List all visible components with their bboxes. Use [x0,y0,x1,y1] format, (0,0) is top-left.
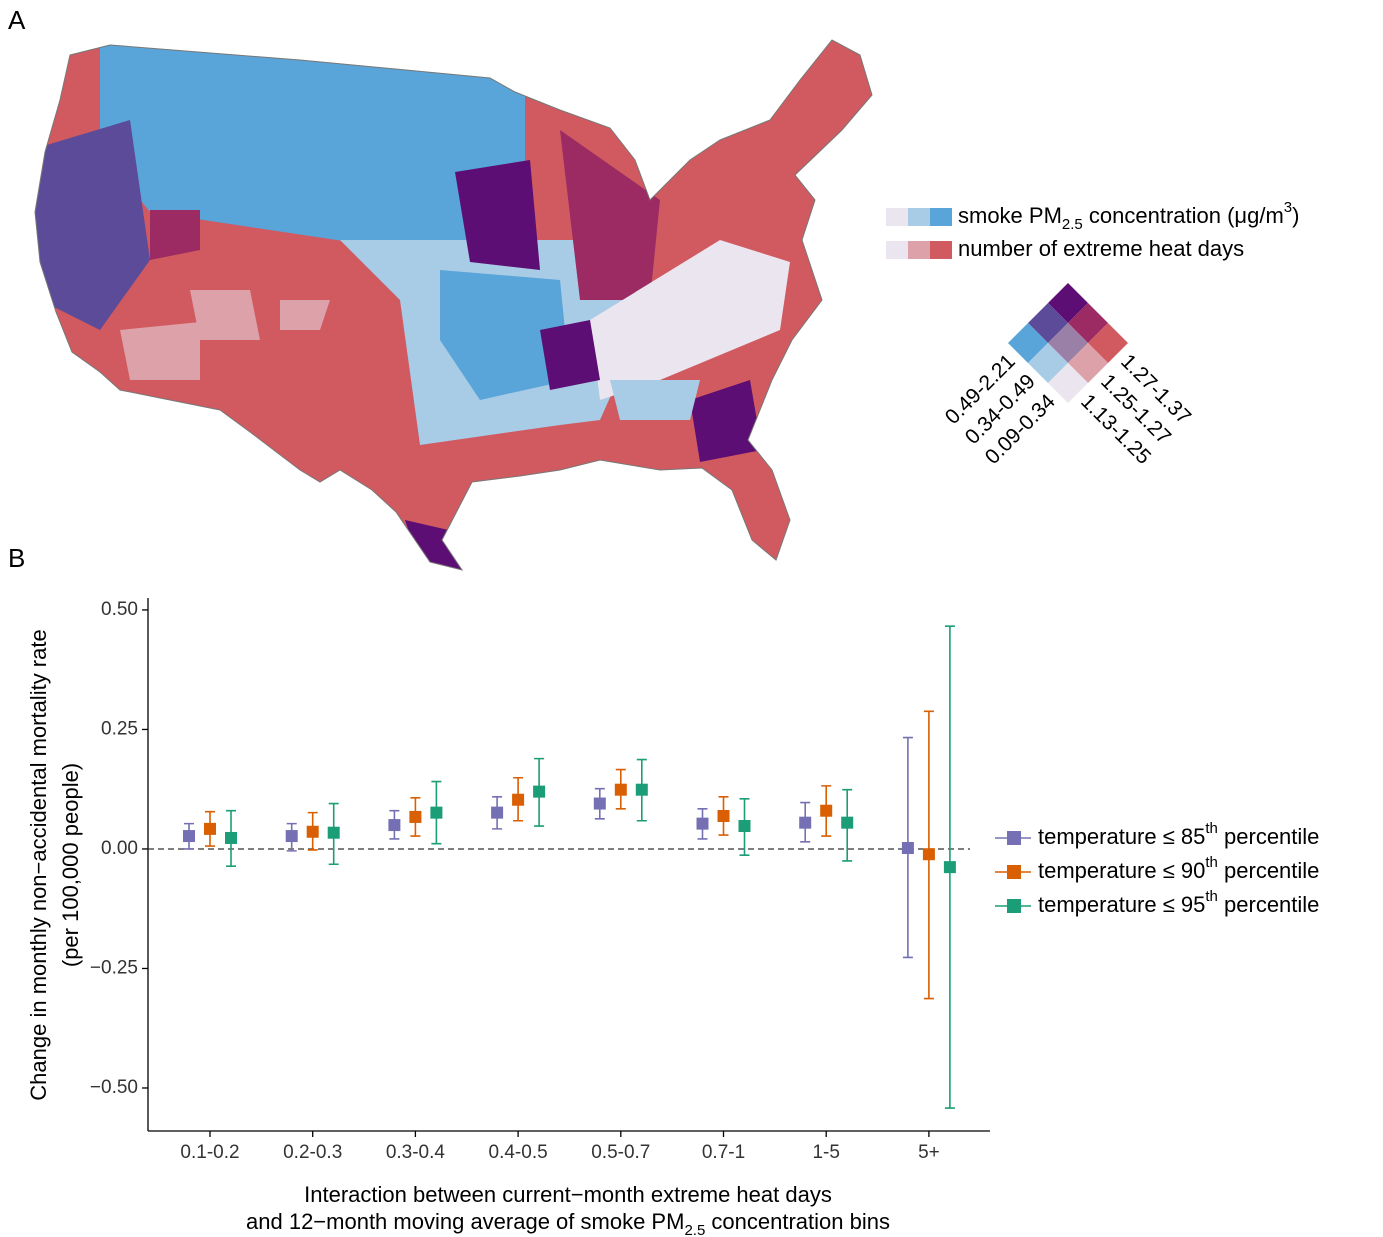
legend-swatch [930,208,952,226]
legend-label-part: temperature ≤ 95 [1038,892,1205,917]
y-tick-label: 0.25 [101,718,138,739]
legend-swatch [908,208,930,226]
x-tick-label: 0.1-0.2 [180,1142,239,1163]
x-tick-label: 0.4-0.5 [489,1142,548,1163]
point [739,820,751,832]
x-tick-label: 0.3-0.4 [386,1142,446,1163]
y-tick-label: −0.25 [90,957,138,978]
point [204,823,216,835]
point [409,811,421,823]
legend-label-part: percentile [1218,824,1320,849]
point [286,830,298,842]
point [594,798,606,810]
legend-swatch [908,241,930,259]
legend-label-part: percentile [1218,858,1320,883]
bivariate-legend: 0.49-2.210.34-0.490.09-0.341.27-1.371.25… [940,283,1197,540]
point [820,805,832,817]
point [902,842,914,854]
y-tick-label: 0.50 [101,599,138,620]
y-axis-title: (per 100,000 people) [58,763,83,967]
x-axis-title: and 12−month moving average of smoke PM2… [246,1209,890,1237]
x-tick-label: 0.5-0.7 [591,1142,650,1163]
map-region [540,320,600,390]
point [944,861,956,873]
legend-label: temperature ≤ 95th percentile [1038,888,1319,916]
legend-label: number of extreme heat days [958,236,1244,261]
map-region [190,290,260,340]
panel-label: A [8,5,26,35]
legend-label-part: th [1205,820,1218,837]
legend-swatch [886,241,908,259]
point [388,819,400,831]
legend-label: temperature ≤ 85th percentile [1038,820,1319,848]
legend-label-part: percentile [1218,892,1320,917]
point [225,832,237,844]
point [183,830,195,842]
point [512,794,524,806]
point [923,848,935,860]
legend-key [1007,899,1021,913]
figure: A B smoke PM2.5 concentration (μg/m3) nu… [0,0,1383,1237]
y-tick-label: 0.00 [101,838,138,859]
x-tick-label: 5+ [918,1142,940,1163]
x-tick-label: 1-5 [812,1142,839,1163]
map-legend: smoke PM2.5 concentration (μg/m3) number… [886,199,1299,260]
plot: Change in monthly non−accidental mortali… [26,598,1320,1237]
point [636,784,648,796]
point [533,786,545,798]
legend-swatch [886,208,908,226]
legend-label-part: th [1205,888,1218,905]
x-axis-title: Interaction between current−month extrem… [304,1182,832,1207]
panel-label: B [8,543,25,573]
legend-label-part: temperature ≤ 90 [1038,858,1205,883]
legend-label-part: th [1205,854,1218,871]
point [799,817,811,829]
point [718,810,730,822]
y-tick-label: −0.50 [90,1077,138,1098]
point [328,827,340,839]
x-tick-label: 0.2-0.3 [283,1142,342,1163]
point [307,826,319,838]
legend-key [1007,831,1021,845]
legend-swatch [930,241,952,259]
point [615,784,627,796]
legend-label: temperature ≤ 90th percentile [1038,854,1319,882]
map-region [120,322,200,380]
point [430,807,442,819]
legend-key [1007,865,1021,879]
map-region [610,380,700,420]
y-axis-title: Change in monthly non−accidental mortali… [26,629,51,1100]
point [697,818,709,830]
legend-label: smoke PM2.5 concentration (μg/m3) [958,199,1299,233]
point [841,817,853,829]
legend-label-part: temperature ≤ 85 [1038,824,1205,849]
map [0,0,900,600]
x-tick-label: 0.7-1 [702,1142,745,1163]
point [491,807,503,819]
